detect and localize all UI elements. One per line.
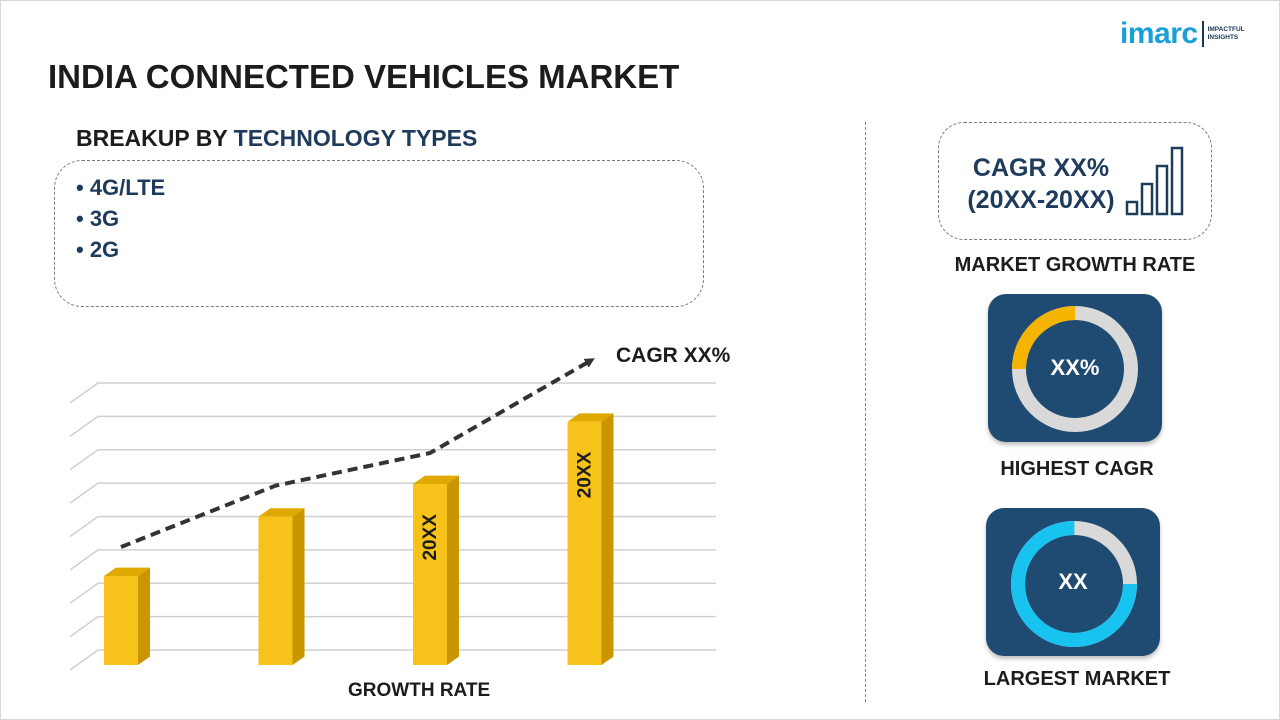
gridline bbox=[69, 549, 716, 571]
largest-market-caption: LARGEST MARKET bbox=[983, 668, 1171, 690]
highest-cagr-tile: XX% bbox=[988, 294, 1162, 442]
trend-annotation: CAGR XX% bbox=[616, 344, 731, 367]
donut-yellow-icon bbox=[1012, 306, 1138, 432]
highest-cagr-value: XX% bbox=[1050, 355, 1100, 380]
segment-heading-accent: TECHNOLOGY TYPES bbox=[233, 125, 478, 151]
cagr-value: CAGR XX% bbox=[972, 154, 1110, 182]
gridline bbox=[69, 482, 716, 504]
segment-item-2g: • 2G bbox=[76, 237, 120, 262]
bar bbox=[258, 508, 305, 665]
growth-bars-icon bbox=[1125, 146, 1184, 216]
logo-wordmark: imarc bbox=[1120, 17, 1198, 50]
segment-item-3g: • 3G bbox=[76, 206, 120, 231]
donut-cyan-icon bbox=[1011, 521, 1137, 647]
imarc-logo: imarc IMPACTFUL INSIGHTS bbox=[1120, 14, 1245, 54]
segment-heading-prefix: BREAKUP BY bbox=[76, 125, 234, 151]
x-axis-label: GROWTH RATE bbox=[348, 680, 491, 701]
cagr-box bbox=[938, 122, 1212, 240]
segment-box bbox=[54, 160, 704, 307]
vertical-divider bbox=[865, 122, 866, 702]
bar bbox=[413, 475, 459, 665]
gridline bbox=[69, 415, 716, 437]
bar-data-label: 20XX bbox=[420, 514, 441, 561]
bar bbox=[104, 567, 150, 665]
bar-data-label: 20XX bbox=[575, 451, 596, 498]
cagr-period: (20XX-20XX) bbox=[967, 186, 1115, 214]
gridline bbox=[69, 382, 716, 404]
gridline bbox=[69, 449, 716, 471]
cagr-text: CAGR XX% (20XX-20XX) bbox=[952, 152, 1130, 216]
growth-bar-chart: 20XX 20XX CAGR XX% bbox=[69, 344, 731, 671]
gridline bbox=[69, 615, 716, 638]
segment-item-4g-lte: • 4G/LTE bbox=[76, 175, 166, 200]
market-growth-caption: MARKET GROWTH RATE bbox=[954, 254, 1196, 276]
gridline bbox=[69, 515, 716, 538]
gridline bbox=[69, 582, 716, 604]
largest-market-tile: XX bbox=[986, 508, 1160, 656]
bar bbox=[567, 413, 614, 665]
largest-market-value: XX bbox=[1058, 569, 1088, 594]
highest-cagr-caption: HIGHEST CAGR bbox=[1000, 458, 1154, 480]
segment-list: • 4G/LTE • 3G • 2G bbox=[76, 172, 165, 265]
logo-divider bbox=[1201, 21, 1204, 47]
gridline bbox=[69, 649, 716, 671]
segment-heading: BREAKUP BY TECHNOLOGY TYPES bbox=[76, 125, 477, 152]
page-title: INDIA CONNECTED VEHICLES MARKET bbox=[48, 58, 680, 95]
trend-arrow bbox=[120, 358, 595, 549]
logo-tagline: IMPACTFUL INSIGHTS bbox=[1207, 26, 1245, 41]
